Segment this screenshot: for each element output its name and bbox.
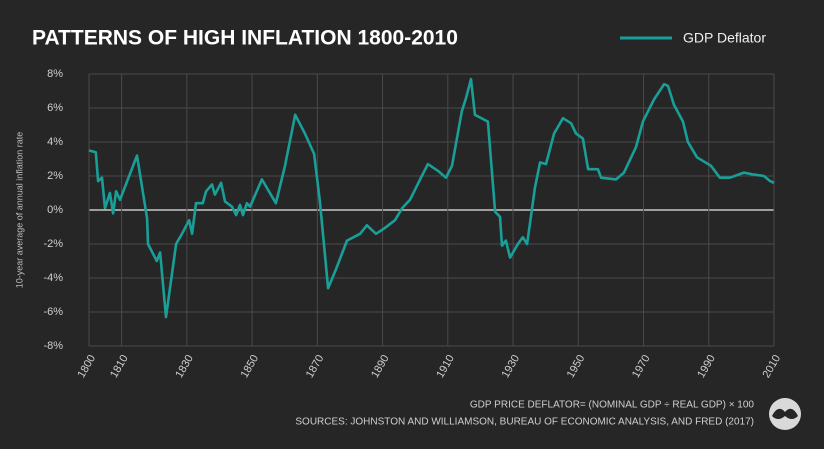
y-axis-label: 10-year average of annual inflation rate xyxy=(14,132,24,289)
annotation: GDP PRICE DEFLATOR= (NOMINAL GDP ÷ REAL … xyxy=(470,400,755,411)
logo xyxy=(769,398,801,430)
y-tick-label: 2% xyxy=(47,170,63,182)
chart-title: PATTERNS OF HIGH INFLATION 1800-2010 xyxy=(32,27,458,50)
y-tick-label: 6% xyxy=(47,102,63,114)
y-tick-label: 0% xyxy=(47,204,63,216)
y-tick-label: -2% xyxy=(43,238,63,250)
y-tick-label: -6% xyxy=(43,306,63,318)
y-tick-label: -4% xyxy=(43,272,63,284)
y-tick-label: -8% xyxy=(43,340,63,352)
annotation: SOURCES: JOHNSTON AND WILLIAMSON, BUREAU… xyxy=(295,417,754,428)
legend-label: GDP Deflator xyxy=(683,30,766,46)
y-tick-label: 8% xyxy=(47,68,63,80)
y-tick-label: 4% xyxy=(47,136,63,148)
data-line xyxy=(88,77,775,319)
